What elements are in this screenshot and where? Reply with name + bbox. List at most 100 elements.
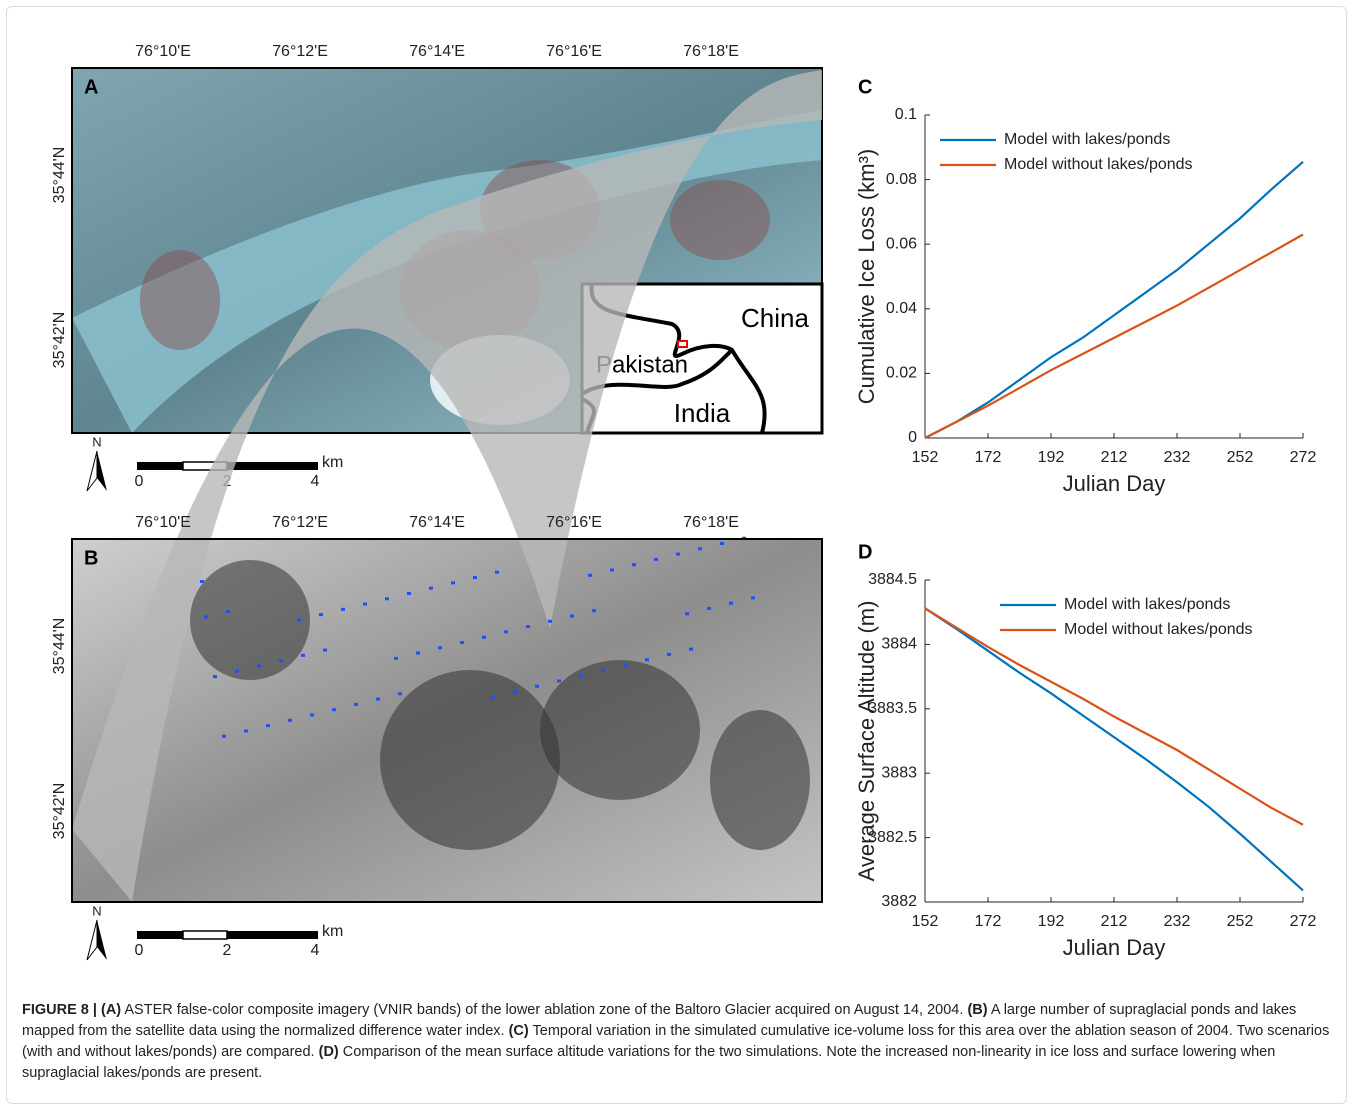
study-area xyxy=(678,341,687,347)
y-tick-label: 3883 xyxy=(881,764,917,781)
lake xyxy=(707,607,711,610)
north-arrow xyxy=(97,920,107,960)
north-arrow xyxy=(97,451,107,491)
lake xyxy=(323,649,327,652)
lon-label: 76°18'E xyxy=(683,43,739,60)
lake xyxy=(288,719,292,722)
legend-label: Model without lakes/ponds xyxy=(1064,621,1253,638)
lake xyxy=(676,553,680,556)
scale-unit: km xyxy=(322,923,343,940)
y-tick-label: 0 xyxy=(908,429,917,446)
lake xyxy=(279,659,283,662)
lake xyxy=(513,690,517,693)
x-tick-label: 172 xyxy=(975,913,1002,930)
lake xyxy=(235,670,239,673)
lake xyxy=(548,620,552,623)
lake xyxy=(213,675,217,678)
lake xyxy=(579,674,583,677)
lake xyxy=(491,695,495,698)
lake xyxy=(526,625,530,628)
lon-label: 76°12'E xyxy=(272,514,328,531)
lat-label: 35°44'N xyxy=(51,618,68,675)
lake xyxy=(244,729,248,732)
lake xyxy=(557,679,561,682)
scale-bar xyxy=(137,462,183,470)
x-tick-label: 272 xyxy=(1290,449,1317,466)
lon-label: 76°14'E xyxy=(409,514,465,531)
lake xyxy=(592,609,596,612)
scale-label: 2 xyxy=(223,942,232,959)
lake xyxy=(698,547,702,550)
lake xyxy=(751,596,755,599)
lake xyxy=(451,581,455,584)
lon-label: 76°14'E xyxy=(409,43,465,60)
north-arrow xyxy=(87,451,97,491)
lake xyxy=(504,630,508,633)
lake xyxy=(376,698,380,701)
lake xyxy=(720,542,724,545)
lake xyxy=(257,664,261,667)
x-tick-label: 172 xyxy=(975,449,1002,466)
lake xyxy=(200,580,204,583)
x-tick-label: 192 xyxy=(1038,449,1065,466)
lake xyxy=(482,636,486,639)
x-tick-label: 232 xyxy=(1164,913,1191,930)
scale-bar xyxy=(227,462,318,470)
scale-bar xyxy=(183,931,227,939)
figure-page: A76°10'E76°12'E76°14'E76°16'E76°18'E35°4… xyxy=(0,0,1355,1112)
panel-label: B xyxy=(84,547,98,569)
lake xyxy=(460,641,464,644)
lake xyxy=(689,648,693,651)
lat-label: 35°42'N xyxy=(51,783,68,840)
terrain xyxy=(140,250,220,350)
lon-label: 76°10'E xyxy=(135,43,191,60)
north-arrow xyxy=(87,920,97,960)
y-tick-label: 0.06 xyxy=(886,235,917,252)
lon-label: 76°10'E xyxy=(135,514,191,531)
lake xyxy=(495,571,499,574)
terrain xyxy=(670,180,770,260)
scale-label: 0 xyxy=(135,473,144,490)
scale-label: 0 xyxy=(135,942,144,959)
scale-bar xyxy=(227,931,318,939)
lake xyxy=(623,664,627,667)
y-tick-label: 3884 xyxy=(881,636,917,653)
x-axis-label: Julian Day xyxy=(1063,471,1166,496)
data-line xyxy=(925,608,1303,824)
legend-label: Model with lakes/ponds xyxy=(1004,131,1170,148)
lake xyxy=(588,574,592,577)
lat-label: 35°44'N xyxy=(51,147,68,204)
lake xyxy=(398,692,402,695)
terrain xyxy=(380,670,560,850)
lake xyxy=(310,714,314,717)
lake xyxy=(645,658,649,661)
y-tick-label: 3882 xyxy=(881,893,917,910)
lake xyxy=(601,669,605,672)
y-tick-label: 3884.5 xyxy=(868,571,917,588)
lake xyxy=(570,615,574,618)
terrain xyxy=(190,560,310,680)
legend-label: Model without lakes/ponds xyxy=(1004,156,1193,173)
y-tick-label: 0.1 xyxy=(895,106,917,123)
scale-label: 4 xyxy=(311,473,320,490)
y-tick-label: 0.08 xyxy=(886,171,917,188)
x-tick-label: 252 xyxy=(1227,449,1254,466)
x-tick-label: 152 xyxy=(912,449,939,466)
lake xyxy=(729,602,733,605)
lake xyxy=(385,597,389,600)
lon-label: 76°18'E xyxy=(683,514,739,531)
figure-label: FIGURE 8 | xyxy=(22,1002,97,1018)
y-tick-label: 0.04 xyxy=(886,300,917,317)
lon-label: 76°12'E xyxy=(272,43,328,60)
scale-bar xyxy=(137,931,183,939)
data-line xyxy=(925,608,1303,890)
x-tick-label: 212 xyxy=(1101,449,1128,466)
y-axis-label: Average Surface Altitude (m) xyxy=(854,601,879,882)
inset-label: China xyxy=(741,303,809,333)
x-tick-label: 232 xyxy=(1164,449,1191,466)
lake xyxy=(204,615,208,618)
lake xyxy=(297,618,301,621)
lake xyxy=(332,708,336,711)
lake xyxy=(341,608,345,611)
lake xyxy=(685,612,689,615)
